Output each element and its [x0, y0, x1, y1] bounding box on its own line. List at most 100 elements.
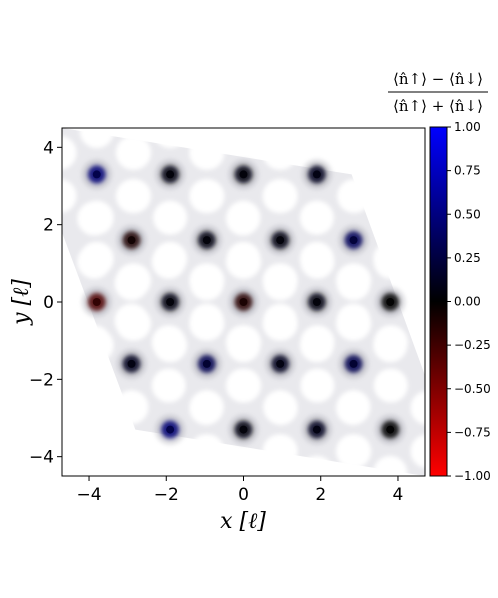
bright-hole: [226, 128, 261, 149]
bright-hole: [226, 455, 261, 476]
lattice-site: [228, 287, 259, 317]
bright-hole: [410, 391, 425, 425]
bright-hole: [337, 135, 372, 170]
bright-hole: [262, 135, 297, 170]
colorbar-title-numerator: ⟨n̂↑⟩ − ⟨n̂↓⟩: [393, 70, 483, 88]
bright-hole: [300, 368, 335, 403]
bright-hole: [79, 128, 114, 149]
bright-hole: [336, 303, 371, 338]
x-tick-label: 4: [393, 485, 404, 505]
x-tick-label: −2: [154, 485, 179, 505]
bright-hole: [114, 390, 149, 425]
colorbar: 1.00 0.75 0.50 0.25 0.00 −0.25 −0.50 −0.75 −1.00…: [388, 70, 491, 483]
colorbar-tick-label: −1.00: [454, 469, 491, 483]
bright-hole: [263, 303, 298, 338]
bright-hole: [300, 325, 335, 360]
lattice-site: [301, 414, 332, 445]
x-tick-label: −4: [77, 485, 102, 505]
bright-hole: [373, 368, 408, 403]
bright-hole: [62, 135, 77, 170]
bright-hole: [410, 434, 425, 469]
bright-hole: [410, 306, 425, 341]
colorbar-tick-label: 0.25: [454, 251, 481, 265]
bright-hole-layer: [62, 128, 425, 476]
bright-hole: [189, 303, 224, 338]
lattice-site: [228, 414, 259, 445]
lattice-site: [155, 287, 186, 317]
bright-hole: [189, 390, 224, 425]
lattice-site: [155, 414, 186, 445]
colorbar-tick-label: 1.00: [454, 120, 481, 134]
colorbar-ticks: 1.00 0.75 0.50 0.25 0.00 −0.25 −0.50 −0.75 −1.00: [447, 120, 491, 483]
x-axis-label: x [ℓ]: [220, 509, 266, 534]
bright-hole: [189, 263, 224, 298]
bright-hole: [114, 303, 149, 338]
colorbar-tick-label: 0.75: [454, 164, 481, 178]
bright-hole: [189, 135, 224, 170]
bright-hole: [115, 135, 150, 170]
y-tick-label: −4: [29, 448, 54, 468]
bright-hole: [299, 455, 334, 476]
lattice-site: [338, 348, 369, 379]
y-tick-label: −2: [29, 370, 54, 390]
bright-hole: [299, 241, 334, 276]
bright-hole: [373, 241, 408, 276]
lattice-site: [375, 287, 406, 317]
bright-hole: [226, 241, 261, 276]
bright-hole: [337, 179, 372, 214]
bright-hole: [299, 128, 334, 149]
x-tick-label: 0: [238, 485, 249, 505]
bright-hole: [115, 263, 150, 298]
lattice-site: [338, 225, 369, 256]
bright-hole: [225, 368, 260, 403]
bright-hole: [77, 368, 112, 403]
bright-hole: [225, 201, 260, 236]
colorbar-tick-label: −0.50: [454, 382, 491, 396]
bright-hole: [189, 434, 224, 469]
colorbar-tick-label: 0.00: [454, 295, 481, 309]
bright-hole: [373, 455, 408, 476]
bright-hole: [335, 390, 370, 425]
bright-hole: [79, 241, 114, 276]
bright-hole: [263, 390, 298, 425]
lattice-site: [191, 348, 222, 379]
y-tick-label: 0: [43, 293, 54, 313]
bright-hole: [151, 368, 186, 403]
x-tick-label: 2: [315, 485, 326, 505]
bright-hole: [77, 325, 112, 360]
y-tick-label: 4: [43, 138, 54, 158]
y-axis-label: y [ℓ]: [9, 279, 34, 326]
lattice-sites: [81, 159, 406, 445]
bright-hole: [115, 179, 150, 214]
bright-hole: [151, 325, 186, 360]
lattice-site: [116, 225, 147, 256]
colorbar-gradient: [429, 126, 448, 477]
bright-hole: [335, 434, 370, 469]
colorbar-tick-label: 0.50: [454, 207, 481, 221]
bright-hole: [373, 201, 408, 236]
bright-hole: [262, 263, 297, 298]
bright-hole: [299, 200, 334, 235]
lattice-site: [301, 287, 332, 317]
lattice-site: [265, 225, 296, 256]
bright-hole: [77, 201, 112, 236]
bright-hole: [153, 128, 188, 149]
bright-hole: [262, 179, 297, 214]
lattice-site: [81, 159, 112, 190]
y-tick-label: 2: [43, 216, 54, 236]
bright-hole: [153, 200, 188, 235]
y-axis-ticks: −4 −2 0 2 4: [29, 138, 62, 468]
heatmap-plot: [62, 128, 425, 476]
lattice-site: [265, 348, 296, 379]
bright-hole: [373, 325, 408, 360]
x-axis-ticks: −4 −2 0 2 4: [77, 476, 404, 505]
bright-hole: [335, 263, 370, 298]
bright-hole: [153, 241, 188, 276]
bright-hole: [153, 455, 188, 476]
bright-hole: [189, 179, 224, 214]
colorbar-tick-label: −0.25: [454, 338, 491, 352]
bright-hole: [62, 306, 77, 341]
lattice-site: [375, 414, 406, 445]
lattice-site: [301, 159, 332, 190]
